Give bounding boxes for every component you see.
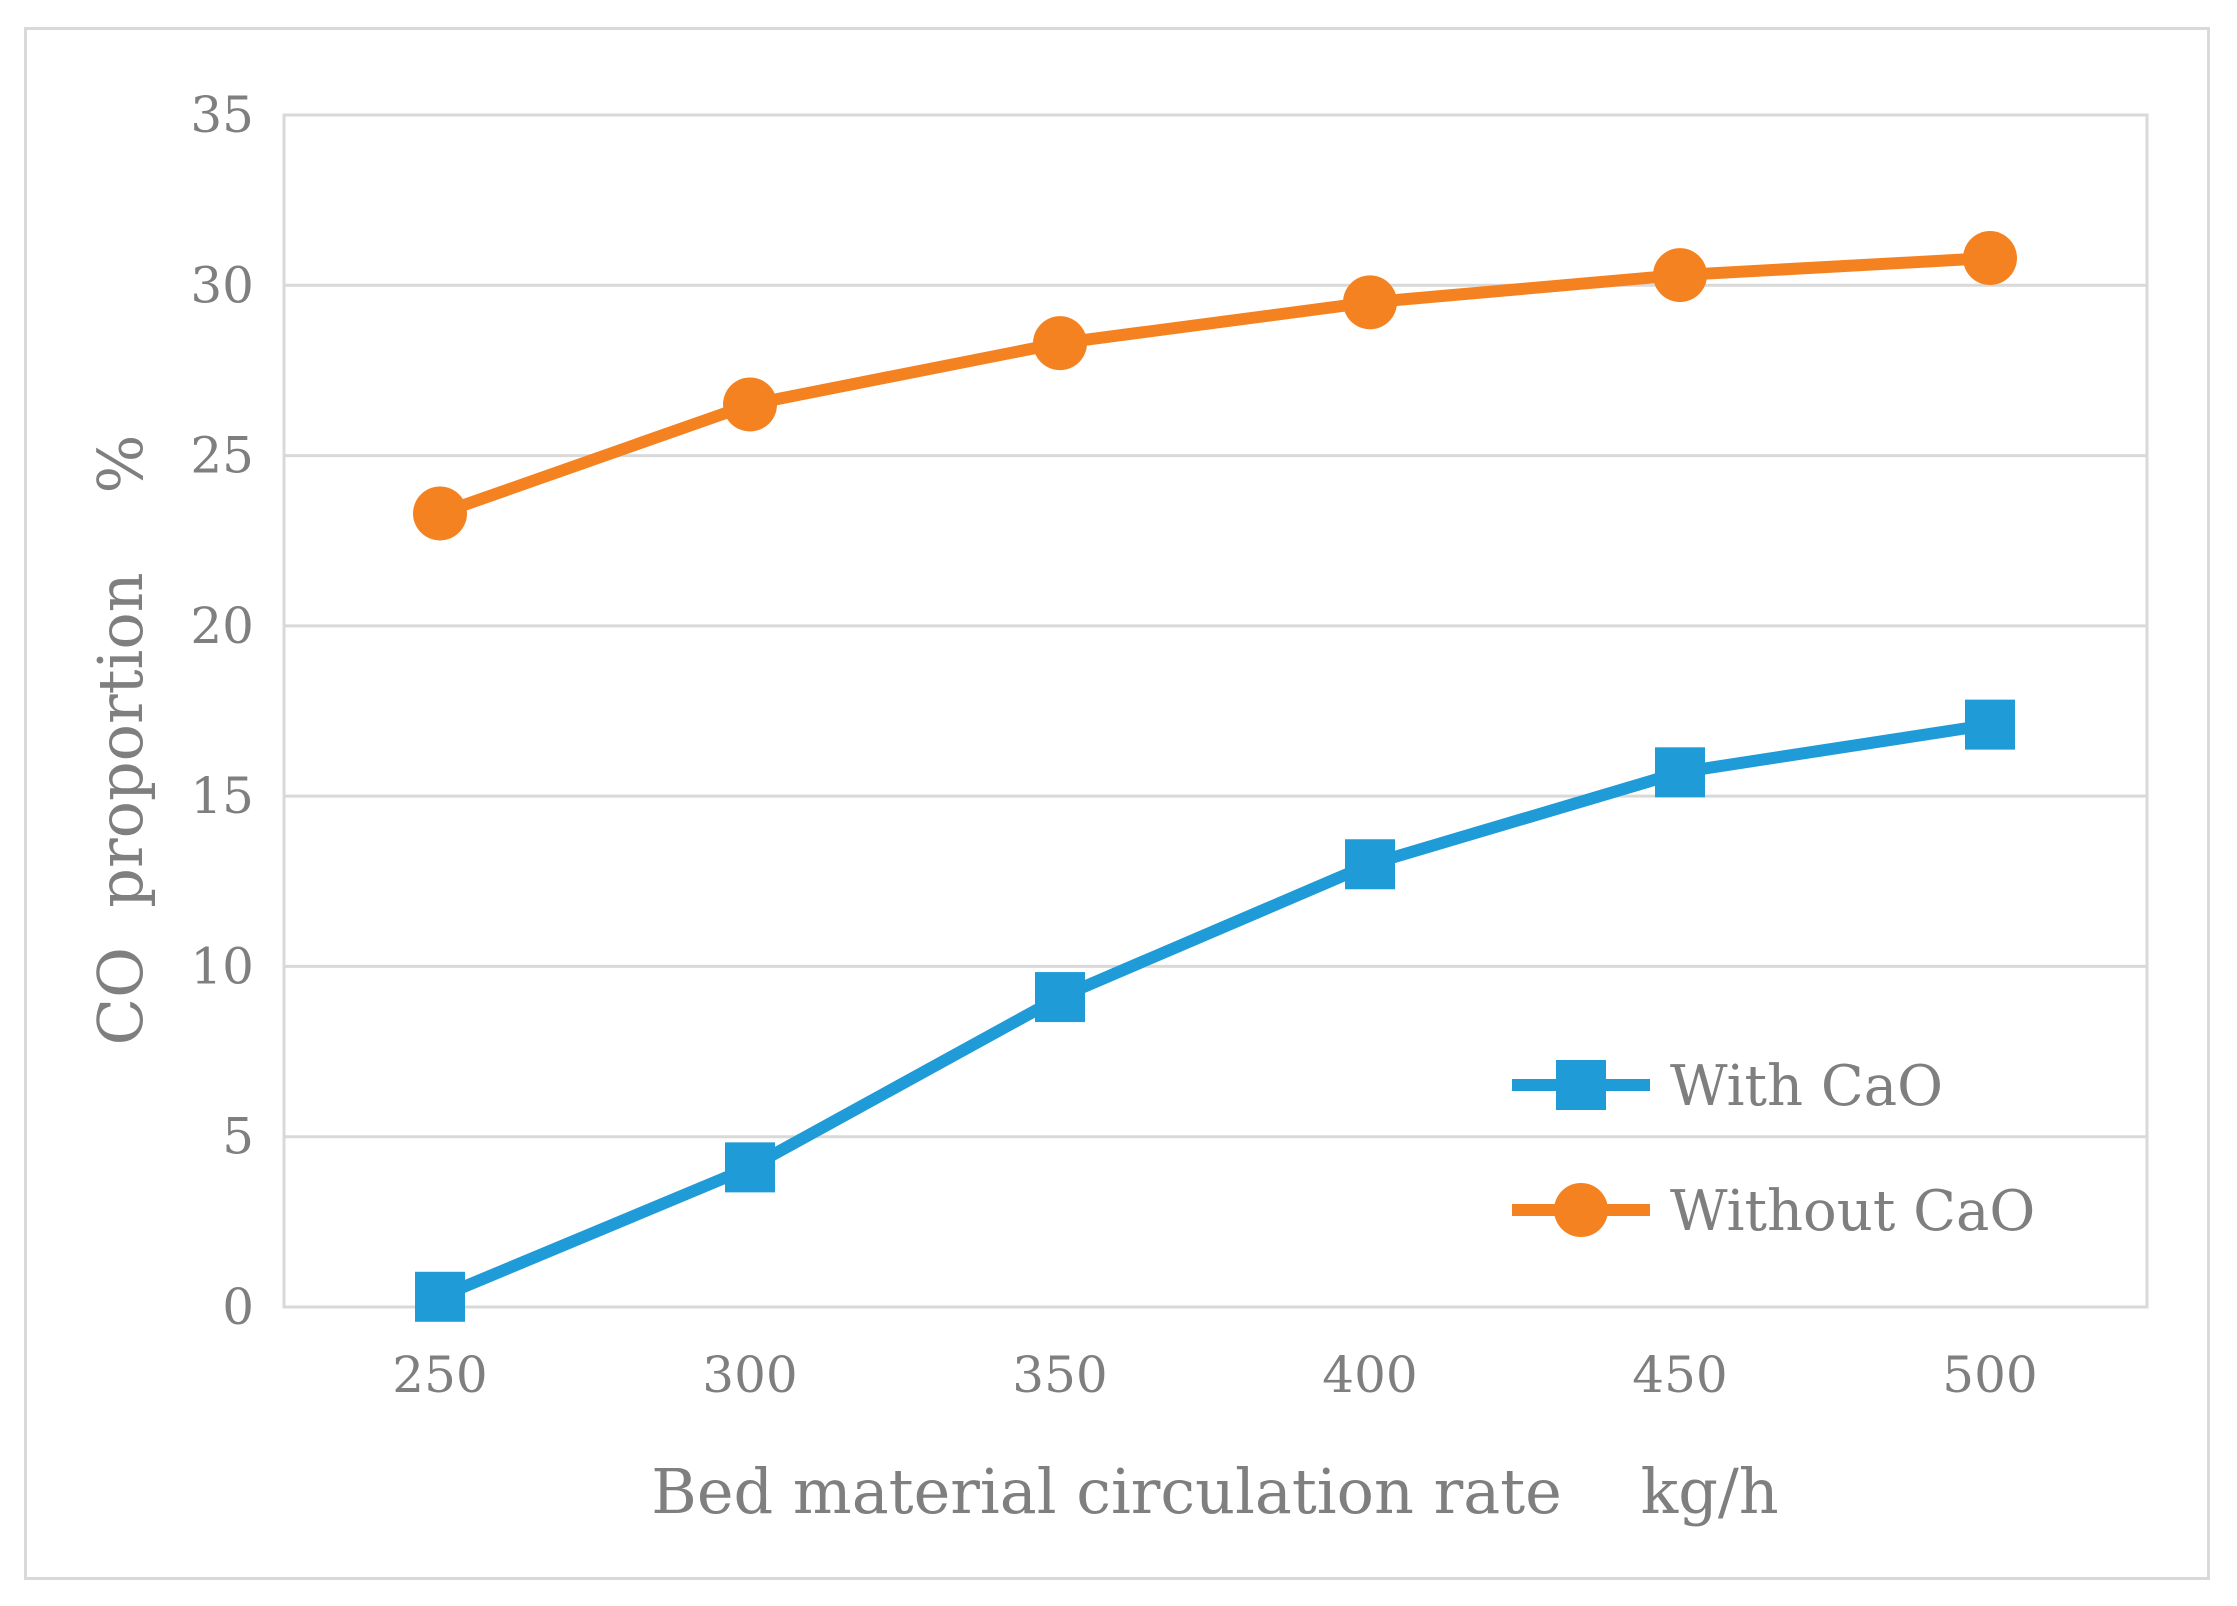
plot-area-border (282, 113, 2149, 1309)
series-without-cao (413, 231, 2017, 541)
data-point (723, 377, 777, 432)
data-point (1343, 275, 1397, 330)
y-tick-label: 0 (222, 1278, 254, 1336)
data-point (725, 1142, 775, 1193)
data-point (1655, 747, 1705, 798)
y-axis-title: CO proportion % (84, 435, 157, 1046)
y-tick-label: 35 (190, 86, 254, 144)
legend-entry: With CaO (1512, 1054, 1943, 1119)
series-line (437, 718, 1991, 1303)
legend-label: Without CaO (1670, 1179, 2035, 1244)
series-layer (413, 231, 2017, 1322)
x-axis-title: Bed material circulation rate kg/h (651, 1455, 1778, 1528)
y-tick-label: 20 (190, 597, 254, 655)
gridlines (284, 113, 2147, 1309)
y-tick-label: 15 (190, 767, 254, 825)
series-with-cao (415, 699, 2015, 1322)
data-point (1033, 316, 1087, 371)
x-tick-label: 500 (1942, 1346, 2037, 1404)
legend-label: With CaO (1670, 1054, 1943, 1119)
y-axis-ticks: 0 5 10 15 20 25 30 35 (190, 86, 254, 1336)
x-tick-label: 350 (1012, 1346, 1107, 1404)
legend: With CaO Without CaO (1512, 1054, 2035, 1244)
x-tick-label: 400 (1322, 1346, 1417, 1404)
x-tick-label: 250 (392, 1346, 487, 1404)
data-point (415, 1271, 465, 1322)
data-point (413, 486, 467, 541)
data-point (1653, 248, 1707, 303)
series-line (438, 252, 1991, 520)
x-axis-ticks: 250 300 350 400 450 500 (392, 1346, 2037, 1404)
data-point (1965, 699, 2015, 750)
legend-marker (1556, 1060, 1606, 1110)
y-tick-label: 25 (190, 427, 254, 485)
data-point (1345, 839, 1395, 890)
data-point (1963, 231, 2017, 286)
x-tick-label: 300 (702, 1346, 797, 1404)
legend-marker (1554, 1183, 1608, 1237)
data-point (1035, 972, 1085, 1023)
y-tick-label: 5 (222, 1108, 254, 1166)
x-tick-label: 450 (1632, 1346, 1727, 1404)
legend-entry: Without CaO (1512, 1179, 2035, 1244)
y-tick-label: 10 (190, 937, 254, 995)
y-tick-label: 30 (190, 256, 254, 314)
